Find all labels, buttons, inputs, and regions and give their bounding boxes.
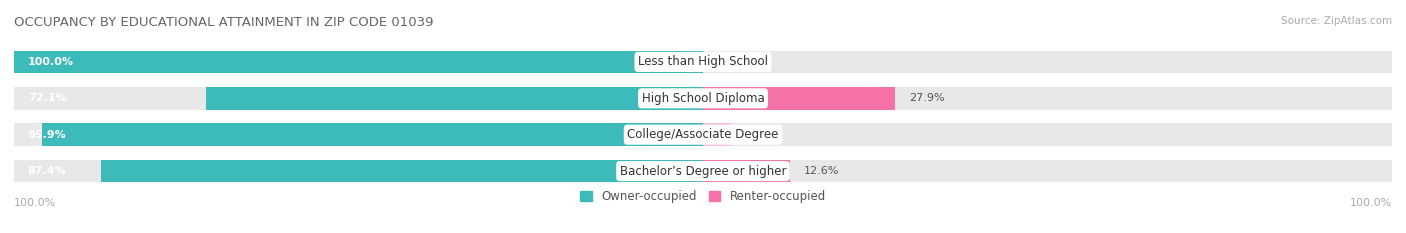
Text: 100.0%: 100.0% <box>1350 198 1392 208</box>
Text: 100.0%: 100.0% <box>14 198 56 208</box>
Bar <box>14 51 703 73</box>
Text: 95.9%: 95.9% <box>28 130 66 140</box>
Bar <box>703 87 896 110</box>
Legend: Owner-occupied, Renter-occupied: Owner-occupied, Renter-occupied <box>575 185 831 208</box>
Bar <box>14 51 1392 73</box>
Text: Bachelor’s Degree or higher: Bachelor’s Degree or higher <box>620 164 786 178</box>
Bar <box>703 123 731 146</box>
Bar <box>42 123 703 146</box>
Text: 4.1%: 4.1% <box>745 130 773 140</box>
Bar <box>14 87 1392 110</box>
Text: 27.9%: 27.9% <box>910 93 945 103</box>
Text: OCCUPANCY BY EDUCATIONAL ATTAINMENT IN ZIP CODE 01039: OCCUPANCY BY EDUCATIONAL ATTAINMENT IN Z… <box>14 17 433 30</box>
Bar <box>101 160 703 182</box>
Text: 87.4%: 87.4% <box>28 166 66 176</box>
Text: 12.6%: 12.6% <box>804 166 839 176</box>
Text: College/Associate Degree: College/Associate Degree <box>627 128 779 141</box>
Text: 72.1%: 72.1% <box>28 93 66 103</box>
Text: 0.0%: 0.0% <box>717 57 745 67</box>
Bar <box>14 123 1392 146</box>
Text: Less than High School: Less than High School <box>638 55 768 69</box>
Bar <box>703 160 790 182</box>
Text: High School Diploma: High School Diploma <box>641 92 765 105</box>
Bar <box>207 87 703 110</box>
Text: 100.0%: 100.0% <box>28 57 75 67</box>
Text: Source: ZipAtlas.com: Source: ZipAtlas.com <box>1281 17 1392 27</box>
Bar <box>14 160 1392 182</box>
